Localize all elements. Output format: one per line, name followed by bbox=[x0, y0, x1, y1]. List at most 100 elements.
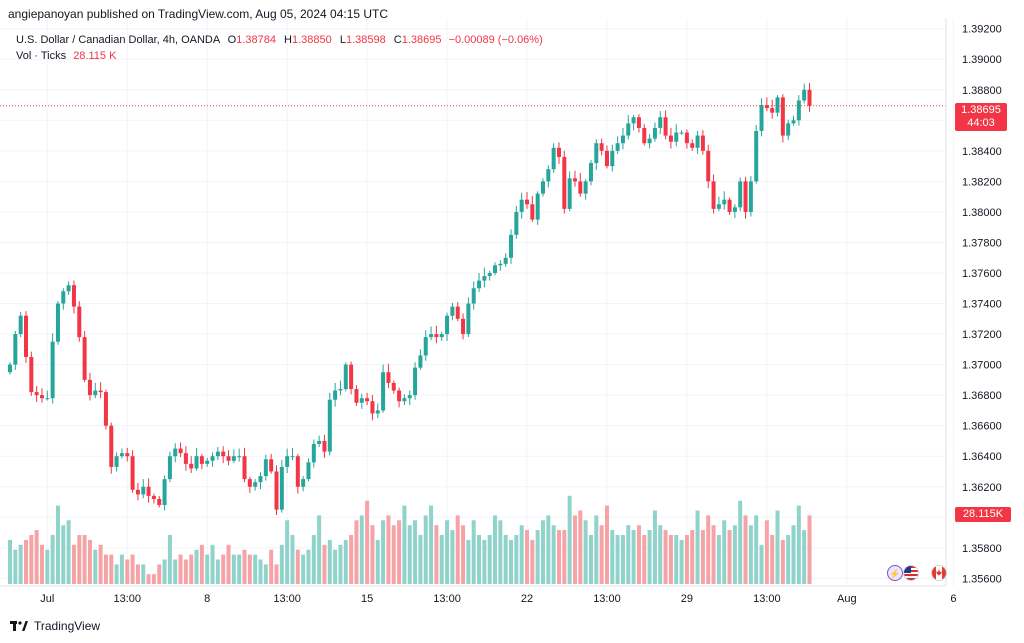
candle-body bbox=[354, 389, 359, 403]
candle-body bbox=[807, 89, 812, 106]
volume-bar bbox=[413, 520, 418, 584]
canada-flag-icon[interactable] bbox=[931, 565, 947, 581]
candle-body bbox=[748, 181, 753, 212]
price-tick-label: 1.35800 bbox=[962, 543, 1002, 555]
volume-bar bbox=[391, 525, 396, 584]
volume-bar bbox=[716, 535, 721, 584]
price-axis[interactable]: 1.392001.390001.388001.386001.384001.382… bbox=[962, 24, 1002, 586]
candle-body bbox=[594, 143, 599, 164]
volume-bar bbox=[626, 525, 631, 584]
volume-bar bbox=[541, 520, 545, 584]
candle-body bbox=[471, 288, 476, 304]
candle-body bbox=[98, 390, 103, 393]
volume-bar bbox=[636, 525, 641, 584]
volume-value: 28.115 K bbox=[73, 50, 117, 62]
symbol-title[interactable]: U.S. Dollar / Canadian Dollar, 4h, OANDA bbox=[16, 34, 220, 46]
time-tick-label: 13:00 bbox=[273, 593, 301, 605]
volume-bar bbox=[77, 535, 82, 584]
volume-bar bbox=[477, 535, 482, 584]
candle-body bbox=[700, 135, 705, 151]
candle-body bbox=[338, 389, 343, 391]
volume-bar bbox=[279, 544, 284, 584]
candle-body bbox=[445, 315, 450, 335]
lightning-icon[interactable]: ⚡ bbox=[887, 565, 903, 581]
open-value: 1.38784 bbox=[236, 34, 276, 46]
candle-body bbox=[34, 392, 39, 396]
volume-label[interactable]: Vol · Ticks bbox=[16, 50, 67, 62]
volume-bar bbox=[807, 515, 812, 584]
us-flag-icon[interactable] bbox=[903, 565, 919, 581]
candle-body bbox=[359, 398, 364, 403]
volume-bar bbox=[365, 500, 370, 584]
time-tick-label: 15 bbox=[361, 593, 373, 605]
volume-bar bbox=[748, 525, 753, 584]
candle-body bbox=[770, 108, 775, 113]
time-tick-label: Jul bbox=[40, 593, 54, 605]
time-tick-label: 13:00 bbox=[593, 593, 621, 605]
candle-body bbox=[125, 453, 130, 457]
candle-body bbox=[141, 486, 146, 495]
volume-bar bbox=[786, 535, 791, 584]
candle-body bbox=[546, 169, 551, 182]
price-tick-label: 1.37600 bbox=[962, 268, 1002, 280]
volume-legend: Vol · Ticks 28.115 K bbox=[16, 50, 116, 62]
volume-bar bbox=[466, 539, 471, 584]
candle-body bbox=[327, 399, 332, 452]
candle-body bbox=[716, 204, 721, 209]
volume-bar bbox=[509, 539, 514, 584]
price-tick-label: 1.37800 bbox=[962, 237, 1002, 249]
brand[interactable]: TradingView bbox=[10, 619, 100, 633]
volume-bar bbox=[349, 535, 354, 584]
volume-bar bbox=[93, 549, 98, 584]
volume-bar bbox=[263, 564, 268, 584]
candle-body bbox=[780, 97, 785, 136]
volume-bar bbox=[242, 549, 247, 584]
candle-body bbox=[301, 479, 306, 487]
candle-body bbox=[77, 306, 82, 338]
volume-bar bbox=[231, 554, 236, 584]
volume-bar bbox=[71, 544, 76, 584]
candle-body bbox=[391, 382, 396, 391]
price-tick-label: 1.39000 bbox=[962, 54, 1002, 66]
time-axis[interactable]: Jul 13:00 8 13:00 15 13:00 22 13:00 29 13:00 Aug 6 bbox=[40, 593, 956, 605]
volume-bar bbox=[445, 520, 450, 584]
volume-bar bbox=[359, 515, 364, 584]
candle-body bbox=[285, 456, 290, 467]
candle-body bbox=[461, 318, 466, 335]
price-tick-label: 1.39200 bbox=[962, 24, 1002, 36]
candle-body bbox=[8, 364, 12, 373]
candle-body bbox=[450, 306, 455, 316]
candle-body bbox=[754, 130, 759, 182]
candle-body bbox=[738, 181, 743, 208]
volume-bar bbox=[588, 535, 593, 584]
candle-body bbox=[658, 117, 663, 128]
time-tick-label: 13:00 bbox=[433, 593, 461, 605]
volume-bar bbox=[461, 525, 466, 584]
volume-bar bbox=[679, 539, 684, 584]
volume-bar bbox=[386, 515, 391, 584]
volume-bar bbox=[647, 530, 652, 584]
volume-bar bbox=[338, 544, 343, 584]
candle-body bbox=[796, 100, 801, 121]
volume-bar bbox=[269, 549, 274, 584]
volume-bar bbox=[98, 544, 103, 584]
candle-body bbox=[743, 181, 748, 212]
candle-body bbox=[375, 410, 380, 414]
candle-body bbox=[418, 355, 423, 368]
volume-bar bbox=[66, 520, 71, 584]
volume-bar bbox=[764, 520, 769, 584]
high-value: 1.38850 bbox=[292, 34, 332, 46]
volume-bar bbox=[55, 505, 60, 584]
candle-body bbox=[194, 456, 199, 469]
volume-bar bbox=[311, 535, 316, 584]
price-tick-label: 1.36400 bbox=[962, 451, 1002, 463]
candle-body bbox=[343, 364, 348, 390]
volume-tag: 28.115K bbox=[955, 507, 1011, 522]
price-tick-label: 1.37400 bbox=[962, 299, 1002, 311]
volume-bar bbox=[103, 554, 108, 584]
volume-bar bbox=[114, 564, 119, 584]
volume-bar bbox=[455, 515, 460, 584]
volume-bar bbox=[487, 535, 492, 584]
volume-bar bbox=[333, 549, 338, 584]
